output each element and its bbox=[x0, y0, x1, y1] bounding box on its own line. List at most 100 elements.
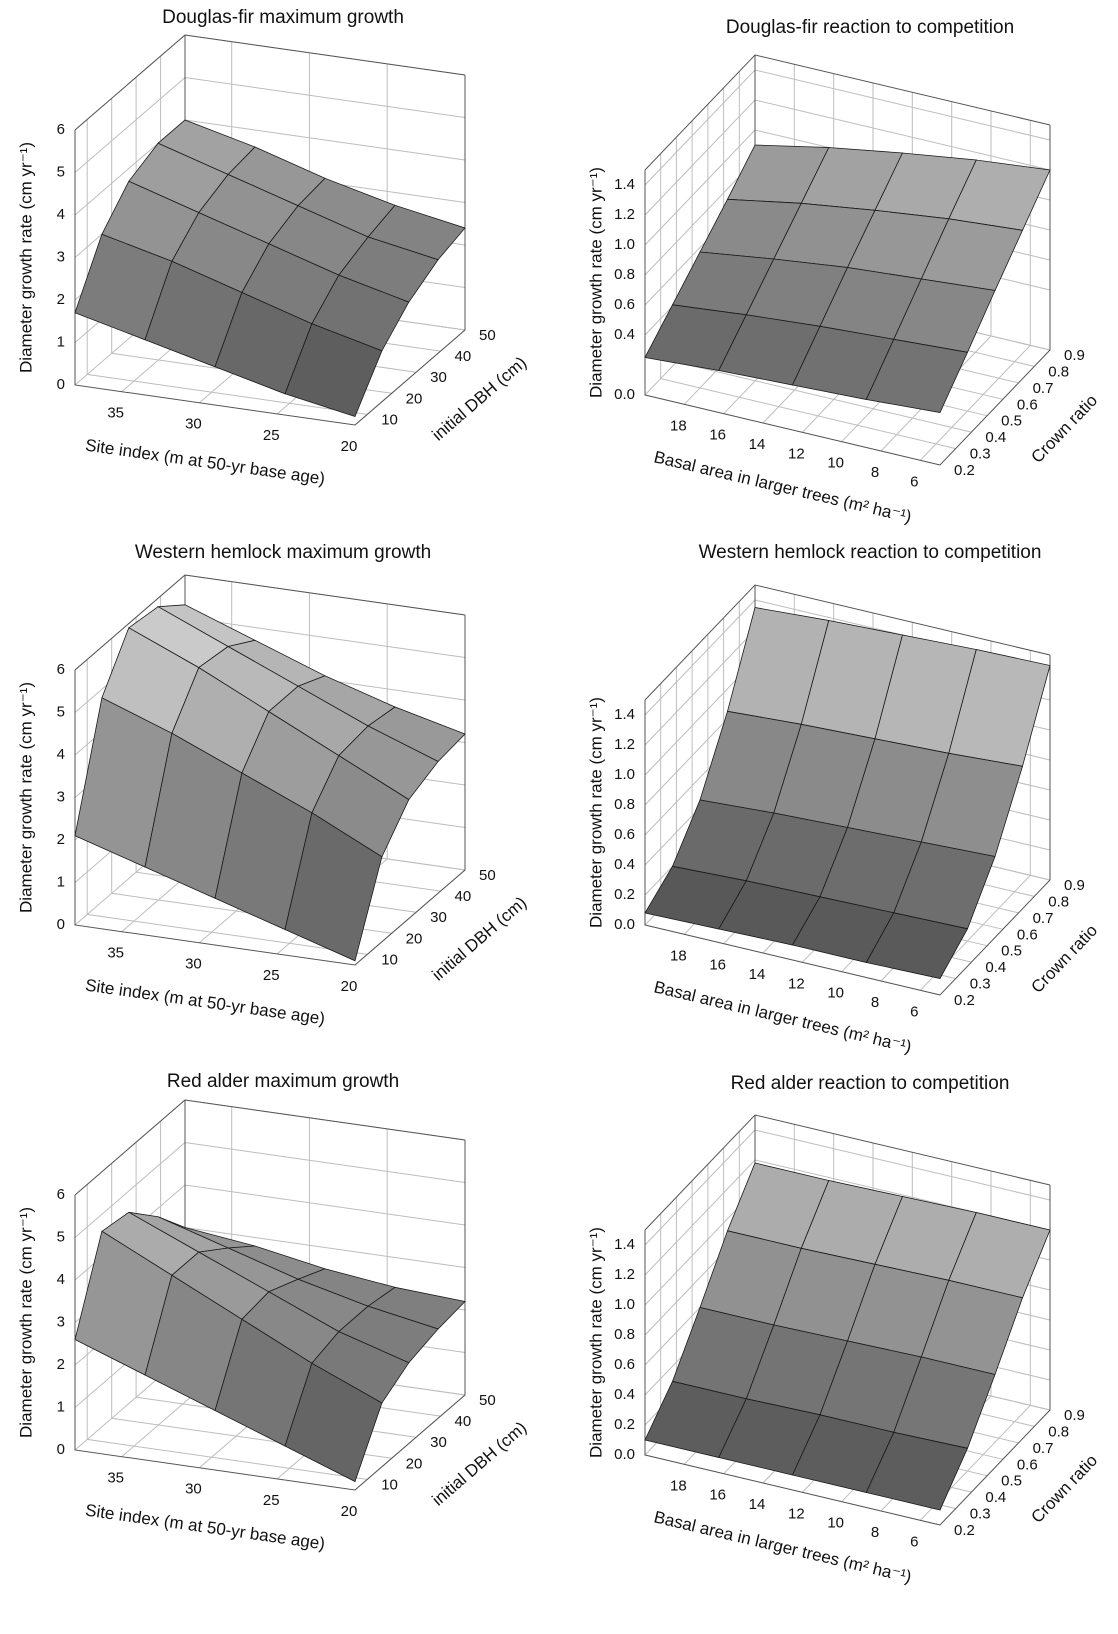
z-tick-label: 0 bbox=[57, 376, 65, 393]
z-tick-label: 0 bbox=[57, 916, 65, 933]
z-tick-label: 5 bbox=[57, 1228, 65, 1245]
y-tick-label: 30 bbox=[430, 1434, 447, 1451]
x-axis-label: Site index (m at 50-yr base age) bbox=[84, 1501, 326, 1554]
x-tick-label: 25 bbox=[263, 1492, 280, 1509]
z-tick-label: 0.6 bbox=[614, 826, 635, 843]
y-tick-label: 0.4 bbox=[985, 959, 1006, 976]
x-tick-label: 35 bbox=[107, 945, 124, 962]
x-tick-label: 25 bbox=[263, 967, 280, 984]
y-tick-label: 0.9 bbox=[1064, 877, 1085, 894]
x-tick-label: 16 bbox=[709, 427, 726, 444]
axis-frame bbox=[644, 655, 1051, 996]
y-tick-label: 30 bbox=[430, 909, 447, 926]
z-tick-label: 0.6 bbox=[614, 1356, 635, 1373]
y-tick-label: 40 bbox=[455, 348, 472, 365]
z-tick-label: 0.4 bbox=[614, 856, 635, 873]
chart-title: Red alder reaction to competition bbox=[731, 1073, 1010, 1094]
x-tick-label: 6 bbox=[910, 1003, 918, 1020]
z-tick-label: 6 bbox=[57, 1186, 65, 1203]
x-tick-label: 6 bbox=[910, 1533, 918, 1550]
y-tick-label: 0.8 bbox=[1048, 1423, 1069, 1440]
x-tick-label: 30 bbox=[185, 416, 202, 433]
x-tick-label: 16 bbox=[709, 957, 726, 974]
x-tick-label: 20 bbox=[341, 438, 358, 455]
grid-line bbox=[86, 119, 368, 415]
y-tick-label: 50 bbox=[479, 867, 496, 884]
grid-line bbox=[86, 659, 368, 955]
chart-title: Douglas-fir reaction to competition bbox=[726, 17, 1014, 38]
y-tick-label: 0.5 bbox=[1001, 1473, 1022, 1490]
y-tick-label: 0.3 bbox=[970, 446, 991, 463]
y-tick-label: 0.7 bbox=[1033, 910, 1054, 927]
x-tick-label: 25 bbox=[263, 427, 280, 444]
y-tick-label: 0.6 bbox=[1017, 1456, 1038, 1473]
surface-patch bbox=[284, 1362, 383, 1483]
y-tick-label: 20 bbox=[406, 930, 423, 947]
z-tick-label: 1.2 bbox=[614, 206, 635, 223]
y-tick-label: 0.7 bbox=[1033, 1440, 1054, 1457]
chart-title: Western hemlock maximum growth bbox=[135, 542, 431, 563]
axis-frame bbox=[74, 615, 466, 966]
grid-line bbox=[74, 34, 466, 131]
y-tick-label: 20 bbox=[406, 1455, 423, 1472]
y-tick-label: 0.6 bbox=[1017, 396, 1038, 413]
x-tick-label: 10 bbox=[827, 455, 844, 472]
z-tick-label: 5 bbox=[57, 703, 65, 720]
x-tick-label: 14 bbox=[749, 966, 766, 983]
z-tick-label: 3 bbox=[57, 248, 65, 265]
z-tick-label: 0.0 bbox=[614, 386, 635, 403]
x-tick-label: 14 bbox=[749, 436, 766, 453]
chart-title: Red alder maximum growth bbox=[167, 1071, 399, 1092]
x-tick-label: 8 bbox=[871, 994, 879, 1011]
surface-patch bbox=[865, 912, 969, 979]
x-tick-label: 30 bbox=[185, 1481, 202, 1498]
z-axis-label: Diameter growth rate (cm yr⁻¹) bbox=[16, 1207, 35, 1438]
y-tick-label: 40 bbox=[455, 888, 472, 905]
x-tick-label: 35 bbox=[107, 1470, 124, 1487]
x-tick-label: 10 bbox=[827, 1515, 844, 1532]
z-tick-label: 1 bbox=[57, 873, 65, 890]
z-tick-label: 0.8 bbox=[614, 266, 635, 283]
z-axis-label: Diameter growth rate (cm yr⁻¹) bbox=[586, 697, 605, 928]
x-tick-label: 6 bbox=[910, 473, 918, 490]
z-axis-label: Diameter growth rate (cm yr⁻¹) bbox=[16, 142, 35, 373]
y-tick-label: 50 bbox=[479, 1392, 496, 1409]
z-tick-label: 0.8 bbox=[614, 1326, 635, 1343]
z-tick-label: 1 bbox=[57, 1398, 65, 1415]
z-tick-label: 0.8 bbox=[614, 796, 635, 813]
x-tick-label: 10 bbox=[827, 985, 844, 1002]
z-tick-label: 1.4 bbox=[614, 706, 635, 723]
z-tick-label: 4 bbox=[57, 1271, 65, 1288]
y-tick-label: 0.2 bbox=[954, 462, 975, 479]
x-axis-label: Site index (m at 50-yr base age) bbox=[84, 436, 326, 489]
y-axis-label: Crown ratio bbox=[1027, 921, 1101, 997]
z-tick-label: 6 bbox=[57, 661, 65, 678]
x-axis-label: Basal area in larger trees (m² ha⁻¹) bbox=[652, 1507, 913, 1586]
z-tick-label: 0 bbox=[57, 1441, 65, 1458]
x-axis-label: Site index (m at 50-yr base age) bbox=[84, 976, 326, 1029]
z-tick-label: 2 bbox=[57, 1356, 65, 1373]
x-axis-label: Basal area in larger trees (m² ha⁻¹) bbox=[652, 977, 913, 1056]
y-tick-label: 0.9 bbox=[1064, 1407, 1085, 1424]
y-axis-label: initial DBH (cm) bbox=[428, 1418, 530, 1510]
axis-frame bbox=[644, 125, 1051, 466]
x-tick-label: 18 bbox=[670, 947, 687, 964]
axis-frame bbox=[74, 1099, 466, 1196]
z-tick-label: 0.2 bbox=[614, 1416, 635, 1433]
y-tick-label: 0.4 bbox=[985, 429, 1006, 446]
z-tick-label: 1 bbox=[57, 333, 65, 350]
z-tick-label: 1.2 bbox=[614, 736, 635, 753]
y-tick-label: 0.8 bbox=[1048, 893, 1069, 910]
z-tick-label: 1.0 bbox=[614, 236, 635, 253]
surface-patch bbox=[284, 323, 383, 417]
z-tick-label: 6 bbox=[57, 121, 65, 138]
y-tick-label: 0.9 bbox=[1064, 347, 1085, 364]
z-tick-label: 1.0 bbox=[614, 766, 635, 783]
x-tick-label: 16 bbox=[709, 1487, 726, 1504]
y-tick-label: 0.7 bbox=[1033, 380, 1054, 397]
y-axis-label: Crown ratio bbox=[1027, 391, 1101, 467]
z-tick-label: 0.0 bbox=[614, 1446, 635, 1463]
y-tick-label: 0.4 bbox=[985, 1489, 1006, 1506]
z-tick-label: 3 bbox=[57, 788, 65, 805]
axis-frame bbox=[74, 75, 466, 426]
